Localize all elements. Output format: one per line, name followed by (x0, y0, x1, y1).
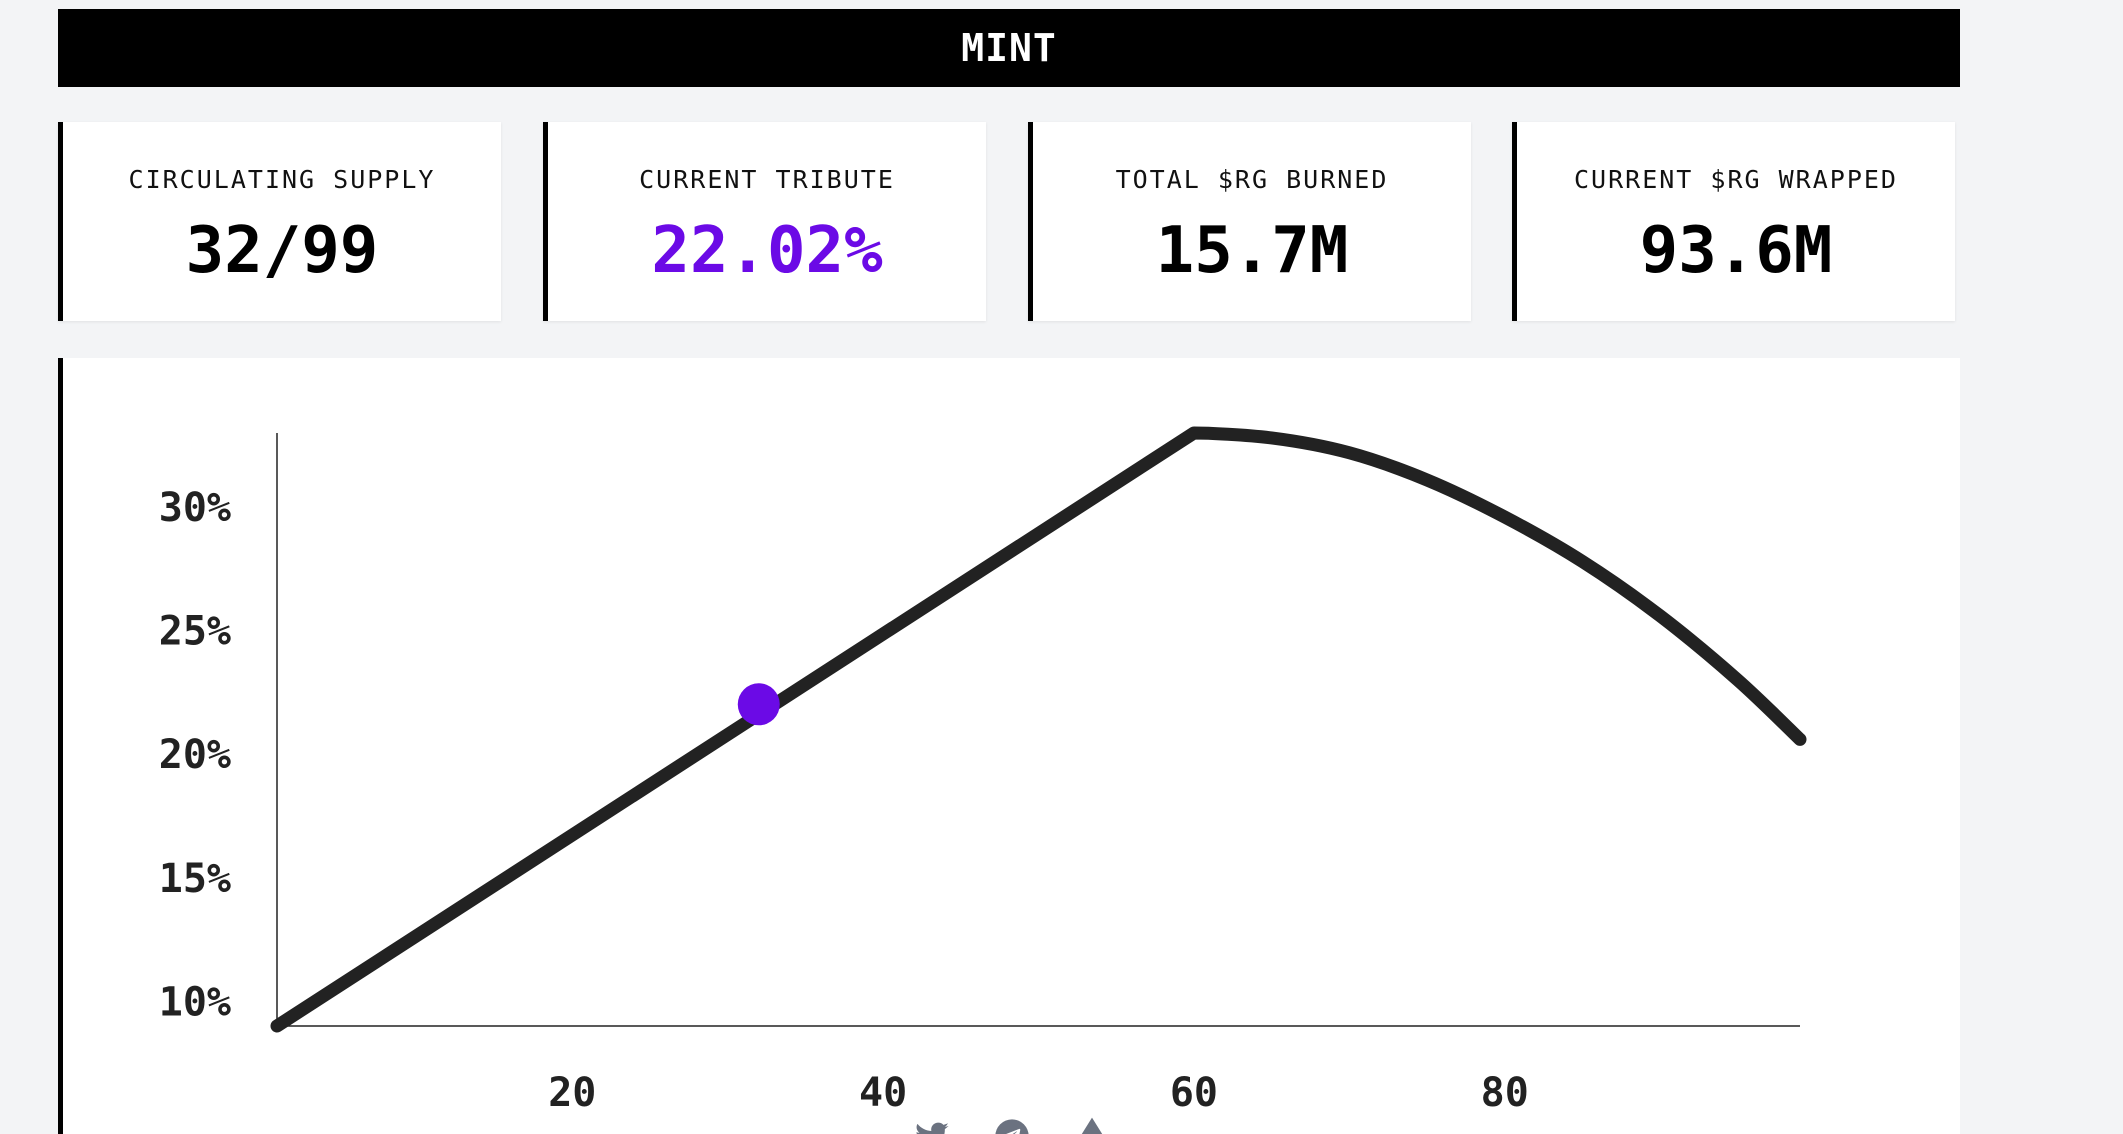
stat-value: 22.02% (651, 214, 883, 288)
x-tick-label: 60 (1170, 1070, 1218, 1116)
chart-highlight (737, 683, 780, 726)
y-tick-labels: 10% 15% 20% 25% 30% (159, 485, 231, 1025)
stat-value: 15.7M (1155, 214, 1349, 288)
telegram-icon[interactable] (992, 1116, 1032, 1134)
y-tick-label: 30% (159, 485, 231, 531)
stat-card-current-wrapped: CURRENT $RG WRAPPED 93.6M (1512, 122, 1955, 321)
tribute-chart-card: 10% 15% 20% 25% 30% 20 40 60 80 (58, 358, 1960, 1134)
y-tick-label: 15% (159, 856, 231, 902)
stat-label: TOTAL $RG BURNED (1115, 165, 1389, 194)
stat-label: CURRENT $RG WRAPPED (1574, 165, 1898, 194)
y-tick-label: 20% (159, 732, 231, 778)
stat-card-current-tribute: CURRENT TRIBUTE 22.02% (543, 122, 986, 321)
stat-value: 32/99 (185, 214, 379, 288)
tribute-curve-line (270, 426, 1807, 1033)
footer-icons (912, 1116, 1112, 1134)
stat-label: CURRENT TRIBUTE (639, 165, 895, 194)
stats-row: CIRCULATING SUPPLY 32/99 CURRENT TRIBUTE… (58, 122, 1960, 321)
twitter-icon[interactable] (912, 1116, 952, 1134)
stat-card-circulating-supply: CIRCULATING SUPPLY 32/99 (58, 122, 501, 321)
y-tick-label: 10% (159, 979, 231, 1025)
current-supply-point[interactable] (737, 683, 780, 726)
x-tick-label: 20 (548, 1070, 596, 1116)
mint-button[interactable]: MINT (58, 9, 1960, 87)
tribute-chart: 10% 15% 20% 25% 30% 20 40 60 80 (159, 426, 1807, 1116)
chart-axes (276, 433, 1800, 1027)
x-tick-labels: 20 40 60 80 (548, 1070, 1529, 1116)
x-tick-label: 40 (859, 1070, 907, 1116)
stat-value: 93.6M (1639, 214, 1833, 288)
x-tick-label: 80 (1481, 1070, 1529, 1116)
stat-label: CIRCULATING SUPPLY (128, 165, 436, 194)
chart-series (270, 426, 1807, 1033)
y-tick-label: 25% (159, 609, 231, 655)
eth-icon[interactable] (1072, 1116, 1112, 1134)
stat-card-total-burned: TOTAL $RG BURNED 15.7M (1028, 122, 1471, 321)
